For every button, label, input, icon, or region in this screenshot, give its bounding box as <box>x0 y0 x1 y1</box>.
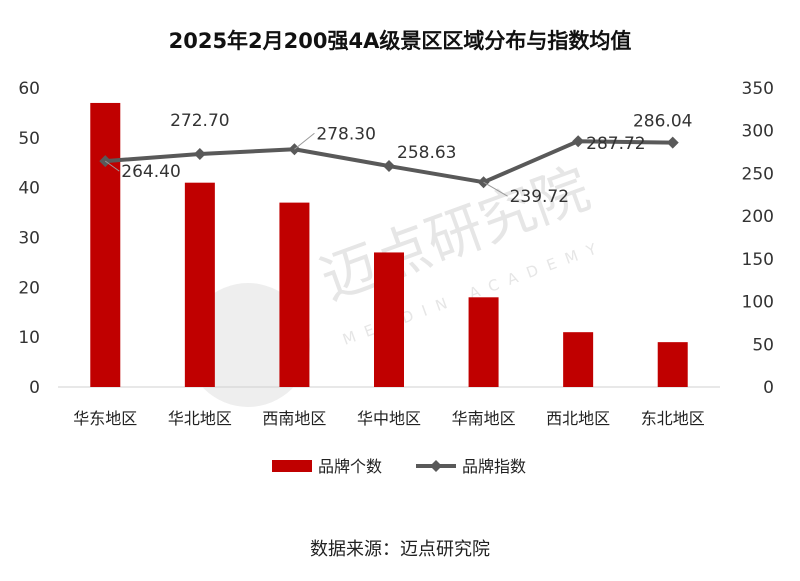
watermark-logo <box>186 283 310 407</box>
bar <box>374 252 404 387</box>
legend-swatch-bar <box>272 460 312 472</box>
left-axis-tick: 50 <box>18 129 40 149</box>
right-axis-tick: 100 <box>742 293 774 313</box>
legend: 品牌个数 品牌指数 <box>272 457 526 476</box>
line-marker <box>383 160 395 173</box>
x-tick-label: 华东地区 <box>73 409 137 428</box>
bar <box>468 297 499 387</box>
data-label-leader <box>294 132 315 150</box>
right-axis-tick: 350 <box>742 79 774 99</box>
legend-label-bar: 品牌个数 <box>318 457 382 476</box>
right-axis-tick: 0 <box>763 378 774 398</box>
x-tick-label: 西北地区 <box>546 409 610 428</box>
right-axis: 0 50 100 150 200 250 300 350 <box>742 79 774 398</box>
source-note: 数据来源：迈点研究院 <box>310 539 490 560</box>
x-tick-label: 华南地区 <box>452 409 516 428</box>
legend-marker-line <box>430 460 442 472</box>
right-axis-tick: 150 <box>742 250 774 270</box>
x-tick-label: 华北地区 <box>168 409 232 428</box>
data-label: 286.04 <box>633 112 692 132</box>
line-marker <box>572 135 585 148</box>
data-label: 258.63 <box>397 143 456 163</box>
line-marker <box>666 136 679 149</box>
left-axis-tick: 60 <box>18 79 40 99</box>
bar <box>90 102 121 387</box>
x-axis: 华东地区 华北地区 西南地区 华中地区 华南地区 西北地区 东北地区 <box>73 409 704 428</box>
bar <box>279 202 310 387</box>
left-axis-tick: 10 <box>18 328 40 348</box>
right-axis-tick: 250 <box>742 164 774 184</box>
data-label: 287.72 <box>586 134 645 154</box>
chart-title: 2025年2月200强4A级景区区域分布与指数均值 <box>169 29 632 53</box>
bar-series <box>90 102 688 387</box>
line-marker <box>193 148 206 161</box>
right-axis-tick: 200 <box>742 207 774 227</box>
right-axis-tick: 50 <box>752 335 774 355</box>
data-label: 272.70 <box>170 111 229 131</box>
data-label-leader <box>483 181 508 197</box>
left-axis-tick: 0 <box>29 378 40 398</box>
bar <box>184 182 215 387</box>
data-label-leader <box>104 160 120 172</box>
data-label: 264.40 <box>121 162 180 182</box>
data-label: 278.30 <box>316 124 375 144</box>
x-tick-label: 华中地区 <box>357 409 421 428</box>
bar <box>657 342 688 387</box>
line-series: 264.40 272.70 278.30 258.63 239.72 287.72286.… <box>99 111 692 207</box>
x-tick-label: 西南地区 <box>262 409 326 428</box>
right-axis-tick: 300 <box>742 122 774 142</box>
data-label: 239.72 <box>510 187 569 207</box>
x-tick-label: 东北地区 <box>641 409 705 428</box>
left-axis: 0 10 20 30 40 50 60 <box>18 79 40 398</box>
legend-label-line: 品牌指数 <box>462 457 526 476</box>
left-axis-tick: 40 <box>18 179 40 199</box>
left-axis-tick: 30 <box>18 229 40 249</box>
left-axis-tick: 20 <box>18 278 40 298</box>
bar <box>563 332 594 387</box>
